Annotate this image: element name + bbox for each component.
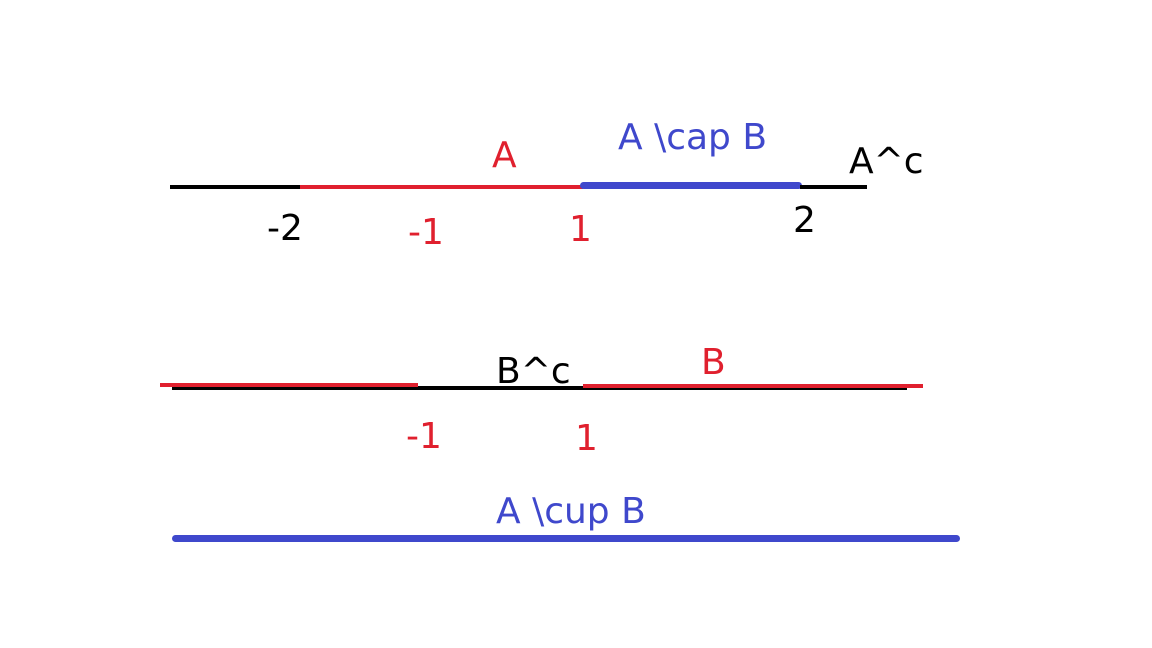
a-complement-left-segment: [170, 185, 300, 189]
b-left-segment: [160, 383, 418, 387]
tick-label-1: 1: [575, 418, 598, 459]
tick-label-2: 2: [793, 200, 816, 241]
tick-label-1: 1: [569, 209, 592, 250]
a-cup-b-label: A \cup B: [496, 491, 646, 532]
b-complement-label: B^c: [496, 351, 571, 392]
a-segment: [300, 185, 583, 189]
a-label: A: [492, 135, 517, 176]
tick-label-neg1: -1: [406, 416, 442, 457]
b-complement-segment: [172, 386, 907, 390]
a-complement-right-segment: [800, 185, 867, 189]
a-cap-b-label: A \cap B: [618, 117, 768, 158]
a-cap-b-segment: [580, 182, 802, 189]
a-cup-b-segment: [172, 535, 960, 542]
tick-label-neg2: -2: [267, 208, 303, 249]
a-complement-label: A^c: [849, 141, 924, 182]
tick-label-neg1: -1: [408, 212, 444, 253]
b-right-segment: [583, 384, 923, 388]
b-label: B: [701, 342, 726, 383]
